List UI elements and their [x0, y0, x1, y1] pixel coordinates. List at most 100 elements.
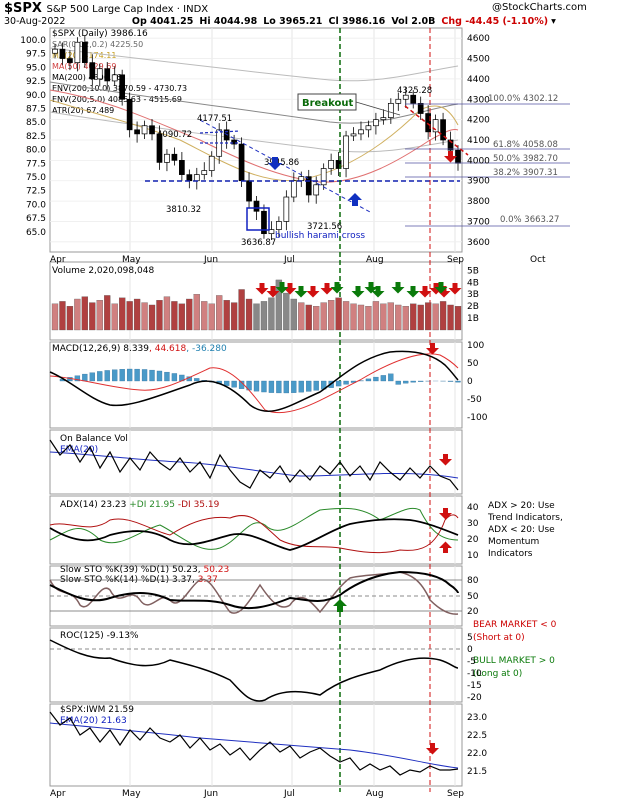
harami-label: bullish harami cross	[275, 231, 365, 241]
ratio-axis-tick: 75.0	[26, 173, 46, 183]
volume-axis-tick: 4B	[467, 278, 479, 288]
macd-histogram-bar	[395, 380, 401, 385]
volume-red-arrow	[418, 286, 432, 298]
ratio-legend: $SPX:IWM 21.59	[60, 705, 134, 715]
candle-body	[179, 160, 185, 175]
roc-axis-tick: 5	[467, 633, 473, 643]
adx-red-arrow-up	[439, 541, 452, 553]
macd-histogram-bar	[119, 369, 125, 382]
macd-legend: MACD(12,26,9) 8.339, 44.618, -36.280	[52, 344, 227, 354]
candle-body	[171, 153, 178, 161]
panel-roc	[49, 627, 463, 703]
bottom-x-tick: Apr	[50, 789, 66, 799]
volume-axis-tick: 2B	[467, 302, 479, 312]
candle-body	[350, 133, 357, 137]
macd-histogram-bar	[455, 380, 461, 383]
macd-histogram-bar	[291, 380, 297, 393]
macd-histogram-bar	[313, 380, 319, 391]
resistance-line-2	[199, 130, 241, 134]
macd-histogram-bar	[253, 380, 260, 392]
roc-panel: ROC(125) -9.13% BEAR MARKET < 0 (Short a…	[49, 620, 557, 702]
ratio-axis-tick: 85.0	[26, 118, 46, 128]
volume-bar	[439, 301, 447, 331]
macd-histogram-bar	[410, 380, 416, 383]
roc-axis-tick: 0	[467, 645, 473, 655]
macd-histogram-bar	[418, 380, 424, 382]
ratio-axis-tick: 80.0	[26, 146, 46, 156]
fib-382: 38.2% 3907.31	[493, 168, 558, 178]
price-axis-tick: 4300	[467, 95, 490, 105]
volume-panel: Volume 2,020,098,048	[51, 266, 462, 331]
sto-green-arrow	[333, 599, 347, 612]
roc-line	[49, 639, 459, 702]
candle-body	[238, 143, 245, 182]
price-x-tick: May	[122, 255, 141, 265]
macd-histogram-bar	[261, 380, 267, 393]
macd-axis-tick: 0	[467, 377, 473, 387]
volume-bar	[104, 295, 111, 331]
volume-bar	[350, 303, 357, 331]
candle-body	[328, 160, 334, 169]
volume-bar	[283, 292, 290, 331]
ma200-line	[49, 81, 459, 124]
macd-histogram-bar	[298, 380, 304, 393]
candle-body	[373, 119, 379, 127]
volume-bar	[111, 303, 118, 331]
price-legend-4: MA(200) 4300.66	[52, 73, 122, 82]
volume-bar	[290, 298, 297, 331]
adx-axis-tick: 40	[467, 503, 479, 513]
ratio-ema-legend: EMA(20) 21.63	[60, 716, 127, 726]
volume-red-arrow	[429, 283, 443, 295]
candle-body	[261, 210, 267, 235]
macd-histogram-bar	[365, 378, 372, 382]
red-down-arrow-price	[444, 151, 457, 163]
volume-green-arrow	[294, 286, 308, 298]
volume-bar	[342, 301, 350, 331]
price-axis-tick: 4000	[467, 156, 490, 166]
volume-bar	[126, 301, 133, 331]
adx-note-4: Indicators	[488, 549, 533, 559]
macd-histogram-bar	[388, 373, 394, 382]
volume-bar	[59, 301, 66, 331]
macd-histogram-bar	[268, 380, 275, 393]
ratio-axis-tick: 70.0	[26, 200, 46, 210]
macd-histogram-bar	[112, 369, 118, 382]
ratio-panel: $SPX:IWM 21.59 EMA(20) 21.63	[49, 705, 459, 776]
volume-bar	[387, 302, 394, 331]
bear-note-0: BEAR MARKET < 0	[473, 620, 557, 630]
roc-axis-tick: -20	[467, 693, 482, 703]
fibonacci-levels: 100.0% 4302.12 61.8% 4058.08 50.0% 3982.…	[405, 94, 570, 227]
volume-bar	[260, 301, 268, 331]
blue-down-arrow	[268, 157, 282, 170]
macd-histogram-bar	[231, 380, 237, 388]
candle-body	[335, 160, 342, 169]
sto-panel: Slow STO %K(39) %D(1) 50.23, 50.23 Slow …	[49, 565, 462, 615]
candle-body	[440, 119, 446, 141]
volume-bar	[298, 302, 305, 331]
bottom-x-tick: May	[122, 789, 141, 799]
candle-body	[134, 129, 140, 135]
volume-bar	[171, 301, 178, 331]
macd-histogram-bar	[276, 380, 282, 394]
adx-red-arrow-down	[439, 508, 452, 520]
candle-body	[156, 133, 163, 163]
macd-histogram-bar	[380, 375, 387, 382]
candle-body	[126, 98, 133, 131]
fib-0: 0.0% 3663.27	[500, 215, 559, 225]
macd-axis-tick: -50	[467, 395, 482, 405]
macd-histogram-bar	[74, 375, 81, 382]
volume-bar	[432, 303, 439, 331]
price-legend-7: ATR(20) 67.489	[52, 106, 114, 115]
roc-axis-tick: -15	[467, 681, 482, 691]
price-label-3810: 3810.32	[166, 205, 201, 215]
price-legend-3: MA(50) 4029.69	[52, 62, 116, 71]
adx-axis-tick: 20	[467, 535, 479, 545]
volume-bar	[119, 297, 126, 331]
price-label-4090: 4090.72	[157, 130, 192, 140]
volume-bar	[66, 306, 74, 331]
volume-bar	[74, 298, 81, 331]
macd-histogram-bar	[223, 380, 230, 386]
candle-body	[447, 139, 454, 151]
macd-histogram-bar	[403, 380, 409, 384]
volume-green-arrow	[330, 282, 344, 294]
